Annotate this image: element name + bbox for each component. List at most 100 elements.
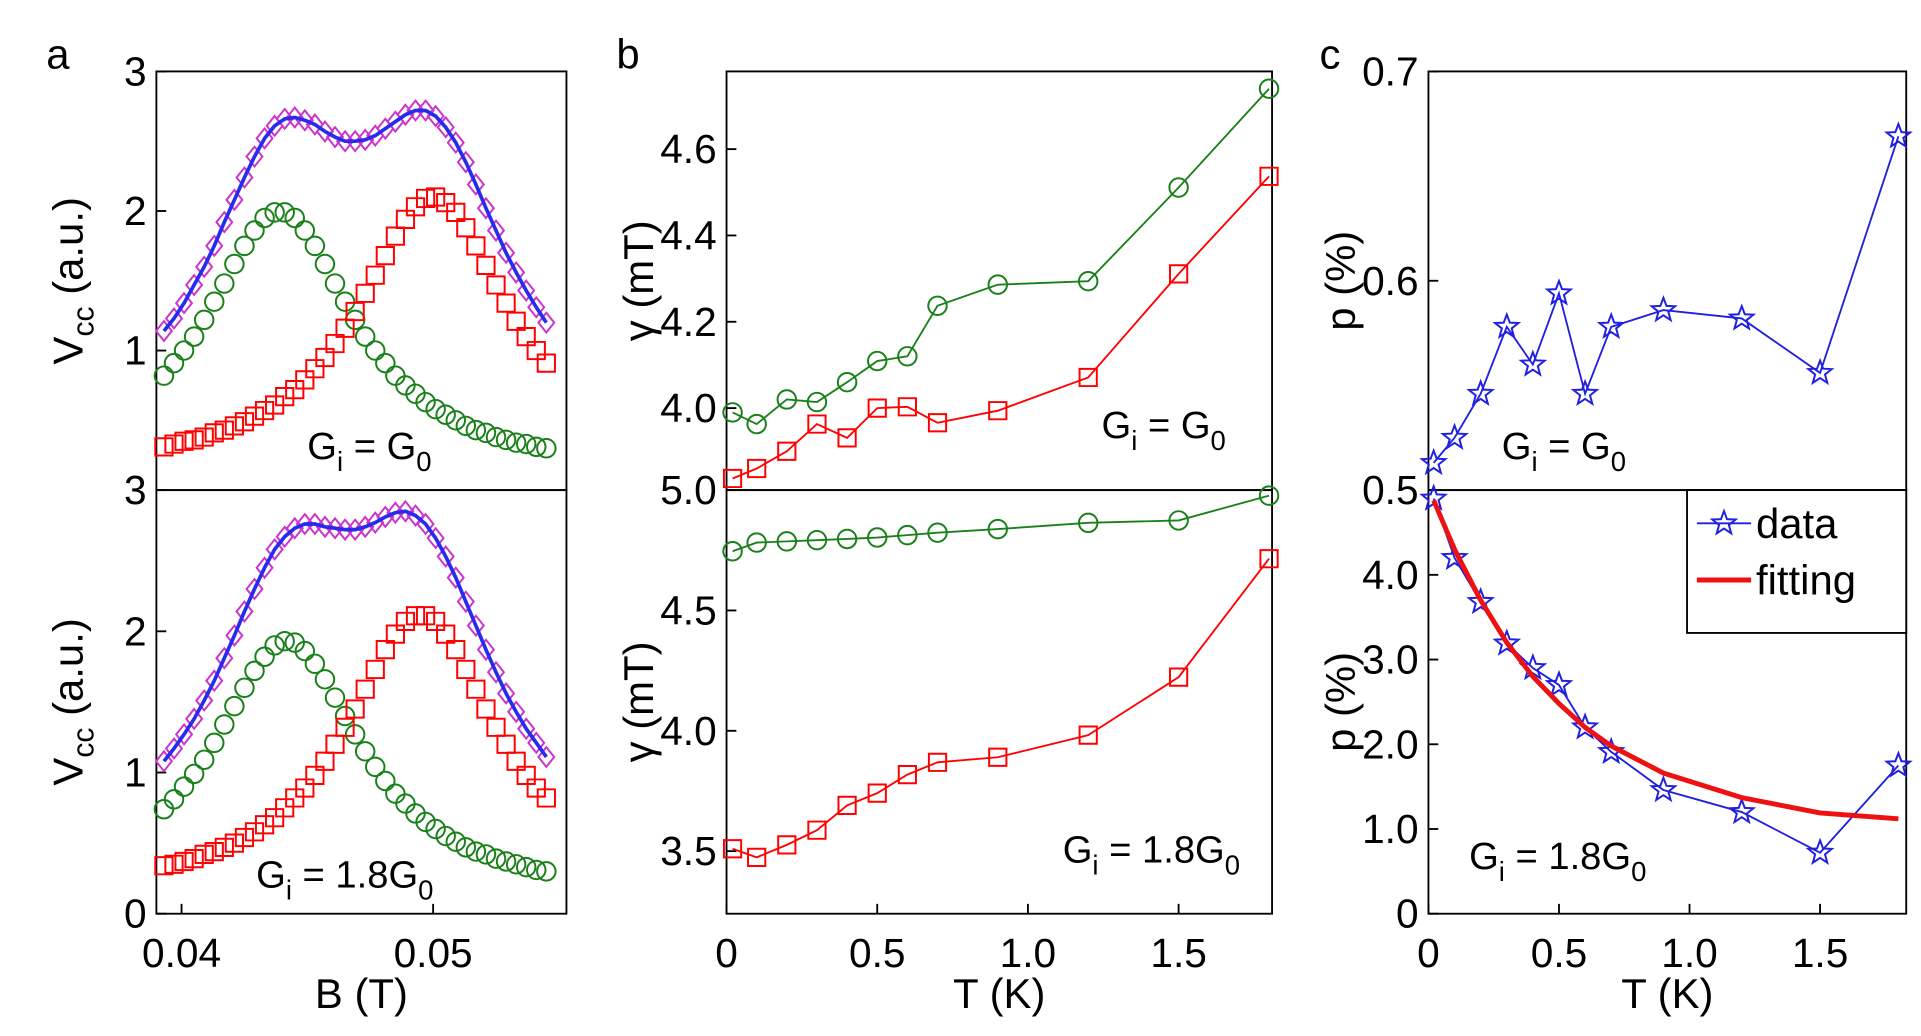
marker — [405, 606, 426, 626]
marker — [325, 734, 345, 754]
marker — [807, 414, 827, 434]
marker — [386, 501, 405, 525]
marker — [747, 458, 767, 479]
marker — [486, 660, 506, 684]
marker — [526, 859, 547, 881]
marker — [405, 197, 426, 217]
marker — [314, 253, 336, 275]
marker — [486, 717, 506, 737]
y-tick-label: 2 — [124, 188, 147, 234]
marker — [1169, 264, 1189, 284]
marker — [1168, 177, 1189, 198]
marker — [537, 311, 556, 335]
marker — [395, 793, 416, 814]
marker — [285, 106, 304, 129]
marker — [214, 714, 235, 735]
marker — [153, 799, 175, 820]
marker — [244, 822, 265, 842]
marker — [486, 275, 506, 295]
annotation-part: i — [1131, 425, 1137, 456]
y-tick-label: 0.7 — [1362, 48, 1418, 94]
marker — [204, 732, 225, 754]
annotation-part: G — [1502, 424, 1532, 467]
marker — [867, 783, 887, 803]
marker — [777, 441, 797, 461]
marker — [245, 145, 264, 168]
marker — [234, 235, 255, 257]
marker — [466, 236, 486, 256]
marker — [987, 518, 1009, 540]
y-tick-label: 3 — [124, 48, 147, 94]
marker — [495, 851, 517, 872]
y-axis-label-part: cc — [68, 306, 101, 336]
marker — [445, 831, 466, 852]
series-line — [732, 558, 1270, 859]
marker — [154, 749, 174, 773]
marker — [867, 398, 887, 418]
marker — [496, 682, 516, 705]
marker — [446, 202, 466, 222]
marker — [1492, 311, 1522, 340]
series-line — [732, 88, 1270, 426]
annotation: Gi = G0 — [307, 424, 431, 476]
y-tick-label: 0.6 — [1362, 258, 1418, 304]
marker — [154, 319, 174, 343]
marker — [445, 410, 466, 431]
marker — [275, 107, 294, 131]
y-tick-label: 3.5 — [660, 828, 716, 874]
marker — [455, 837, 477, 858]
marker — [806, 529, 828, 551]
marker — [255, 126, 274, 150]
marker — [505, 432, 527, 453]
marker — [456, 659, 476, 680]
x-tick-label: 0.05 — [394, 930, 473, 976]
marker — [1077, 512, 1099, 534]
marker — [1169, 667, 1189, 687]
marker — [897, 764, 917, 785]
marker — [527, 731, 546, 755]
marker — [506, 700, 526, 724]
annotation-part: G — [307, 424, 337, 467]
annotation-part: 0 — [1611, 446, 1626, 477]
marker — [204, 841, 224, 862]
marker — [1492, 628, 1522, 656]
marker — [722, 402, 743, 423]
marker — [235, 600, 254, 623]
series-line — [162, 509, 548, 763]
marker — [415, 391, 436, 413]
marker — [234, 827, 255, 848]
x-tick-label: 1.5 — [1792, 930, 1848, 976]
y-axis-label: γ (mT) — [614, 641, 661, 762]
marker — [777, 835, 797, 855]
marker — [1168, 510, 1189, 531]
annotation-part: i — [1531, 446, 1537, 477]
marker — [722, 468, 743, 489]
y-axis-label-part: (a.u.) — [44, 197, 91, 306]
annotation-part: G — [1063, 828, 1093, 871]
marker — [455, 415, 477, 437]
marker — [506, 260, 526, 284]
marker — [466, 173, 486, 196]
y-tick-label: 1 — [124, 328, 147, 374]
marker — [426, 611, 446, 632]
marker — [466, 614, 486, 638]
marker — [897, 524, 918, 546]
marker — [475, 844, 497, 865]
marker — [224, 416, 244, 436]
marker — [476, 699, 496, 719]
marker — [496, 293, 516, 313]
marker — [215, 210, 234, 234]
marker — [285, 788, 305, 808]
annotation-part: G — [256, 853, 286, 896]
marker — [927, 413, 948, 433]
marker — [416, 99, 435, 122]
y-axis-label: p (%) — [1316, 231, 1363, 331]
marker — [722, 839, 743, 859]
marker — [264, 202, 285, 223]
marker — [365, 756, 386, 778]
marker — [435, 825, 456, 847]
marker — [446, 131, 465, 155]
marker — [304, 235, 326, 257]
annotation-part: = 1.8G — [292, 853, 418, 896]
marker — [987, 274, 1009, 295]
